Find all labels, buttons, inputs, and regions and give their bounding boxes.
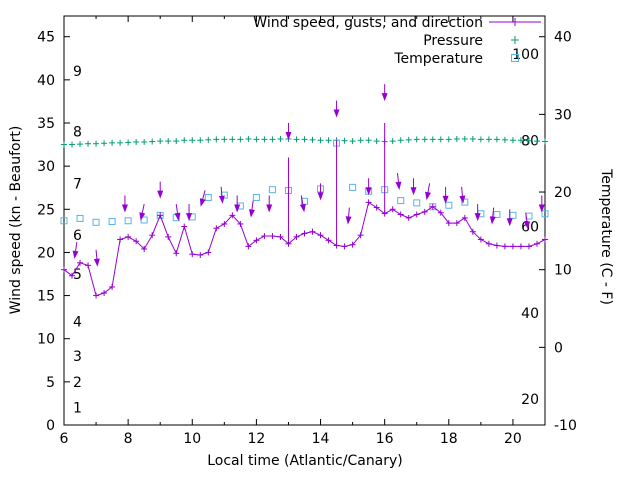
wind-direction-arrow (157, 181, 164, 199)
wind-direction-arrow (285, 122, 292, 140)
y-left-tick-label: 0 (46, 418, 55, 434)
y-right-tick-label: -10 (554, 418, 577, 434)
wind-direction-arrow (345, 207, 352, 225)
wind-direction-arrows (72, 84, 545, 267)
y-left-tick-label: 5 (46, 375, 55, 391)
wind-direction-arrow (489, 207, 496, 225)
legend-label: Temperature (393, 51, 483, 67)
y-right-tick-label: 10 (554, 263, 572, 279)
legend-label: Pressure (423, 33, 483, 49)
x-tick-label: 18 (440, 431, 458, 447)
wind-direction-arrow (365, 178, 372, 196)
wind-series (61, 199, 548, 299)
beaufort-label: 7 (73, 176, 82, 192)
y-right-axis-title: Temperature (C - F) (598, 169, 614, 305)
temperature-series (60, 139, 549, 226)
gust-lines (287, 122, 386, 246)
y-left-tick-label: 30 (37, 159, 55, 175)
fahrenheit-label: 40 (521, 306, 539, 322)
y-axis-left: 0 5 10 15 20 25 30 35 40 45 (37, 30, 70, 434)
y-left-tick-label: 40 (37, 73, 55, 89)
wind-direction-arrow (121, 195, 128, 213)
wind-direction-arrow (234, 195, 241, 213)
legend: Wind speed, gusts, and direction Pressure… (253, 15, 541, 67)
beaufort-label: 6 (73, 228, 82, 244)
y-left-tick-label: 45 (37, 30, 55, 46)
y-left-tick-label: 25 (37, 202, 55, 218)
y-left-tick-label: 35 (37, 116, 55, 132)
y-left-tick-label: 20 (37, 245, 55, 261)
x-tick-label: 12 (247, 431, 265, 447)
wind-direction-arrow (425, 183, 431, 201)
x-tick-label: 14 (312, 431, 330, 447)
wind-direction-arrow (139, 204, 146, 221)
wind-direction-arrow (317, 183, 324, 201)
wind-direction-arrow (395, 172, 402, 190)
wind-direction-arrow (381, 84, 388, 102)
y-right-tick-label: 30 (554, 107, 572, 123)
x-axis-title: Local time (Atlantic/Canary) (207, 453, 403, 469)
wind-direction-arrow (333, 100, 340, 118)
beaufort-label: 3 (73, 349, 82, 365)
x-tick-label: 6 (60, 431, 69, 447)
beaufort-label: 8 (73, 125, 82, 141)
wind-direction-arrow (442, 186, 449, 204)
y-left-axis-title: Wind speed (kn - Beaufort) (8, 125, 24, 315)
wind-direction-arrow (459, 186, 466, 204)
y-left-tick-label: 15 (37, 289, 55, 305)
y-right-tick-label: 0 (554, 340, 563, 356)
beaufort-label: 2 (73, 375, 82, 391)
wind-direction-arrow (93, 249, 100, 267)
y-left-tick-label: 10 (37, 332, 55, 348)
wind-direction-arrow (266, 195, 273, 213)
wind-direction-arrow (248, 200, 255, 218)
fahrenheit-label: 80 (521, 133, 539, 149)
x-axis: 6 8 10 12 14 16 18 20 (60, 16, 522, 447)
fahrenheit-label: 60 (521, 220, 539, 236)
x-tick-label: 10 (183, 431, 201, 447)
beaufort-label: 9 (73, 64, 82, 80)
wind-direction-arrow (410, 178, 417, 196)
beaufort-label: 5 (73, 267, 82, 283)
wind-direction-arrow (506, 209, 513, 227)
wind-direction-arrow (199, 190, 206, 207)
beaufort-label: 1 (73, 401, 82, 417)
fahrenheit-label: 20 (521, 392, 539, 408)
y-right-tick-label: 40 (554, 30, 572, 46)
beaufort-scale-labels: 1 2 3 4 5 6 7 8 9 (73, 64, 82, 417)
x-tick-label: 20 (504, 431, 522, 447)
wind-direction-arrow (174, 204, 181, 221)
wind-direction-arrow (218, 186, 225, 204)
wind-direction-arrow (299, 195, 306, 213)
y-right-tick-label: 20 (554, 185, 572, 201)
legend-label: Wind speed, gusts, and direction (253, 15, 483, 31)
pressure-series (61, 135, 548, 148)
wind-direction-arrow (186, 204, 193, 222)
x-tick-label: 16 (376, 431, 394, 447)
wind-direction-arrow (538, 195, 545, 213)
wind-direction-arrow (474, 204, 481, 222)
wind-direction-arrow (524, 212, 530, 230)
y-axis-right: -10 0 10 20 30 40 (539, 30, 577, 434)
wind-direction-arrow (72, 242, 79, 259)
beaufort-label: 4 (73, 314, 82, 330)
x-tick-label: 8 (124, 431, 133, 447)
plot-border (63, 15, 546, 426)
